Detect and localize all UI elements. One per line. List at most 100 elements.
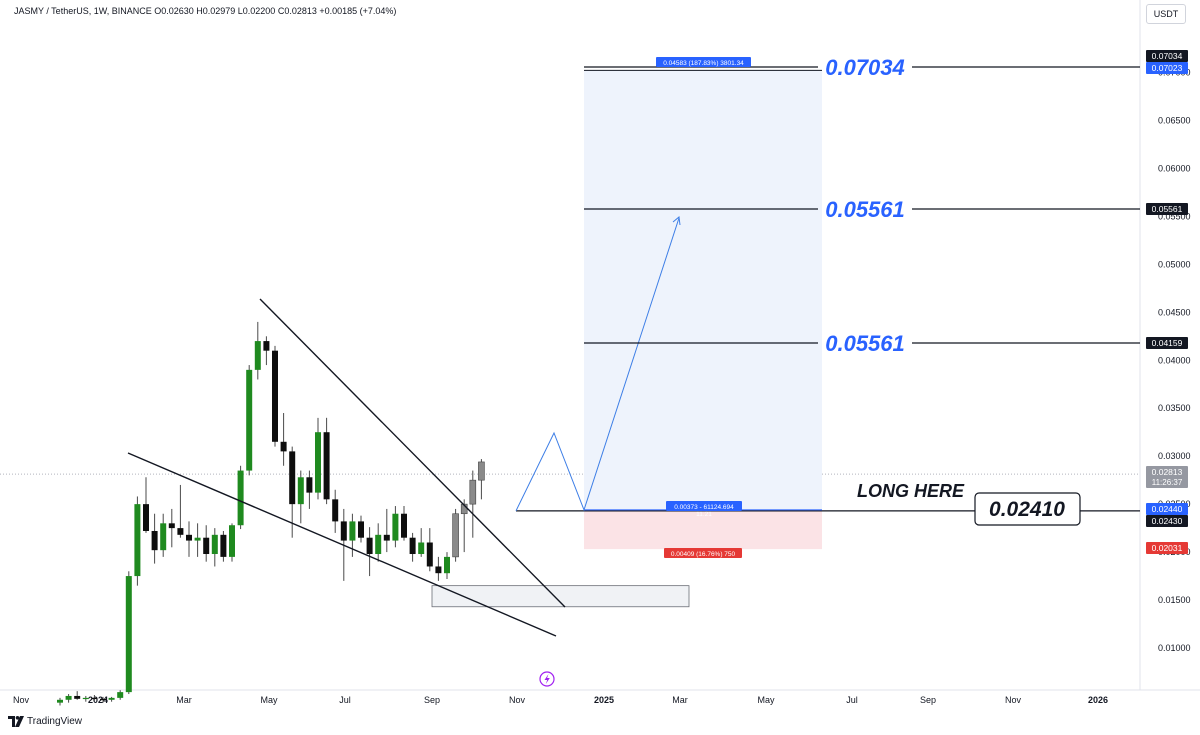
candle-body: [186, 534, 192, 541]
candle-body: [168, 523, 175, 529]
price-axis-tag: 0.02430: [1146, 515, 1188, 527]
candle-body: [444, 556, 450, 574]
candle: [91, 694, 98, 701]
price-axis-tag-bg: [1146, 515, 1188, 527]
candle-body: [237, 470, 244, 526]
time-tick-label: Nov: [1005, 695, 1022, 705]
candle: [306, 470, 313, 509]
candle-body: [426, 542, 433, 567]
currency-button[interactable]: USDT: [1146, 4, 1186, 24]
candle: [435, 556, 442, 581]
profit-zone: [584, 70, 822, 510]
time-tick-label: Jul: [339, 695, 351, 705]
entry-price-box-text: 0.02410: [989, 498, 1065, 521]
entry-price-box: [974, 492, 1081, 526]
candle-body: [469, 479, 477, 505]
price-axis-tag-bg: [1146, 542, 1188, 554]
candle: [125, 571, 132, 695]
candle-body: [435, 566, 442, 574]
position-entry-tag-text: 0.00373 - 61124.694: [674, 504, 734, 511]
time-tick-label: Mar: [176, 695, 192, 705]
candle: [117, 690, 124, 700]
position-profit-tag-text: 0.04583 (187.83%) 3801.34: [663, 60, 744, 67]
price-tick-label: 0.06000: [1158, 163, 1191, 173]
candle: [134, 496, 141, 586]
candle-body: [254, 341, 261, 370]
candle-body: [409, 537, 416, 555]
candle: [444, 552, 450, 579]
price-tick-label: 0.01000: [1158, 643, 1191, 653]
price-tick-label: 0.03500: [1158, 403, 1191, 413]
price-axis-tag: 0.04159: [1146, 337, 1188, 349]
price-axis-tag-bg: [1146, 50, 1188, 62]
candle: [409, 532, 416, 562]
tradingview-brand[interactable]: TradingView: [8, 716, 82, 727]
candle: [220, 530, 227, 562]
candle-body: [65, 695, 72, 700]
candle-body: [418, 542, 425, 555]
symbol-ohlc-header: JASMY / TetherUS, 1W, BINANCE O0.02630 H…: [14, 6, 397, 16]
candle: [82, 695, 89, 702]
price-tick-label: 0.05500: [1158, 211, 1191, 221]
candle: [254, 321, 261, 380]
candle: [237, 465, 244, 530]
price-tick-label: 0.04000: [1158, 355, 1191, 365]
candle-body: [74, 695, 81, 699]
candle: [65, 694, 72, 703]
candle: [203, 525, 210, 562]
position-entry-subtag: 11.21: [696, 511, 712, 518]
candle: [383, 508, 390, 553]
support-box: [431, 585, 690, 608]
candle-body: [349, 521, 356, 541]
candle-body: [117, 692, 124, 698]
position-stop-tag-bg: [664, 548, 742, 558]
candle-body: [366, 537, 373, 555]
target-level-label: 0.07034: [825, 55, 905, 80]
price-tick-label: 0.05000: [1158, 259, 1191, 269]
candle-body: [160, 523, 167, 551]
price-axis-tag: 0.02031: [1146, 542, 1188, 554]
price-axis-tag-text: 0.07034: [1152, 51, 1183, 61]
candle: [108, 696, 115, 702]
target-level-label: 0.05561: [825, 197, 905, 222]
price-axis-tag: 0.02440: [1146, 503, 1188, 515]
candle: [211, 528, 218, 567]
candle: [280, 413, 287, 466]
candle: [168, 508, 175, 548]
candle-body: [211, 534, 218, 555]
candle-body: [82, 697, 89, 700]
candle-body: [151, 530, 158, 551]
candle-body: [272, 350, 278, 442]
price-axis-tag-text: 0.02440: [1152, 504, 1183, 514]
time-tick-label: Mar: [672, 695, 688, 705]
tradingview-logo-icon: [8, 716, 24, 727]
position-profit-tag: 0.04583 (187.83%) 3801.34: [656, 57, 751, 67]
lightning-icon-bolt: [544, 674, 550, 684]
candle-body: [263, 341, 270, 351]
time-tick-label: Nov: [509, 695, 526, 705]
projection-arrow-head: [672, 216, 681, 226]
time-tick-label: Sep: [424, 695, 440, 705]
candle: [177, 484, 184, 538]
price-axis-tag: 0.07023: [1146, 62, 1188, 74]
price-axis-tag-bg: [1146, 466, 1188, 488]
time-tick-label: Jul: [846, 695, 858, 705]
candle: [418, 528, 425, 557]
candle-body: [57, 699, 63, 703]
price-axis-tag-text: 0.05561: [1152, 204, 1183, 214]
candle-body: [220, 534, 227, 557]
candle-body: [375, 534, 382, 555]
candle: [332, 489, 339, 533]
candle: [366, 527, 373, 577]
candle-body: [108, 697, 115, 700]
candle: [74, 691, 81, 700]
price-axis-tag-countdown: 11:26:37: [1152, 478, 1183, 487]
position-profit-tag-bg: [656, 57, 751, 67]
candle-body: [289, 451, 296, 505]
projection-path: [515, 217, 680, 512]
position-entry-tag: 0.00373 - 61124.694: [666, 501, 742, 511]
price-axis-tag-text: 0.07023: [1152, 63, 1183, 73]
